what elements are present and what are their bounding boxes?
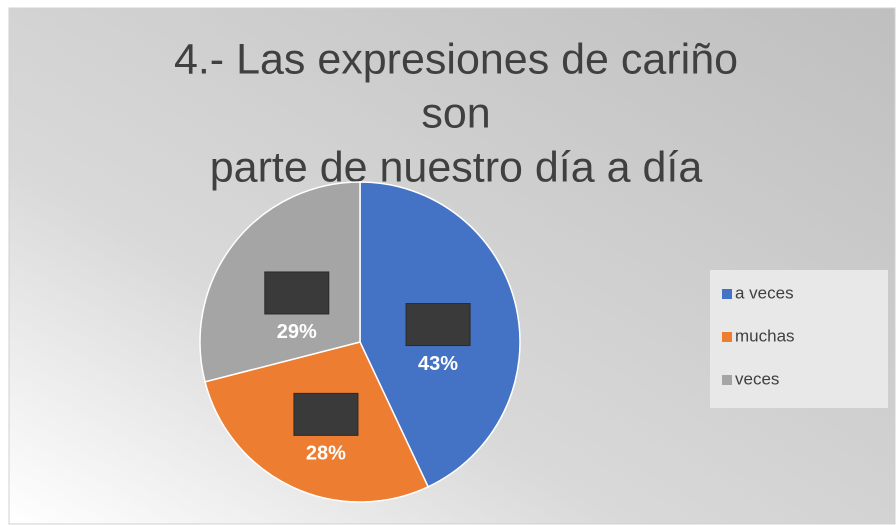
- legend: [710, 270, 888, 408]
- legend-label: veces: [735, 369, 779, 388]
- chart-title: 4.- Las expresiones de cariño: [174, 35, 738, 83]
- chart-title: parte de nuestro día a día: [210, 143, 703, 191]
- legend-label: a veces: [735, 283, 794, 302]
- data-label: 29%: [277, 321, 317, 343]
- legend-swatch: [722, 289, 732, 299]
- label-box: [293, 392, 359, 436]
- label-box: [405, 303, 471, 347]
- data-label: 28%: [306, 443, 346, 465]
- chart-title: son: [421, 89, 490, 137]
- label-box: [264, 271, 330, 315]
- legend-swatch: [722, 332, 732, 342]
- legend-swatch: [722, 375, 732, 385]
- legend-label: muchas: [735, 326, 795, 345]
- data-label: 43%: [418, 353, 458, 375]
